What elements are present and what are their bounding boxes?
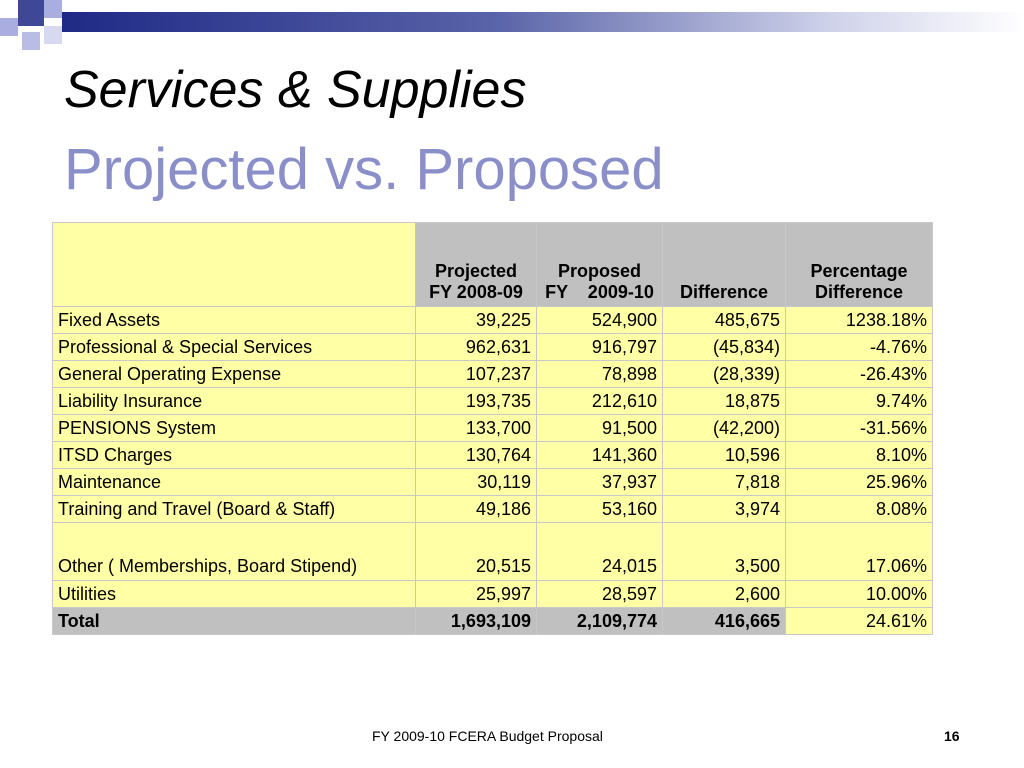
budget-table: Projected FY 2008-09 Proposed FY 2009-10… xyxy=(52,222,933,635)
row-value: 25.96% xyxy=(785,468,933,496)
row-value: 17.06% xyxy=(785,522,933,581)
row-value: 8.08% xyxy=(785,495,933,523)
table-row: PENSIONS System 133,700 91,500 (42,200) -31.… xyxy=(52,414,933,442)
table-row: Fixed Assets 39,225 524,900 485,675 1238.18% xyxy=(52,306,933,334)
decor-square xyxy=(44,0,62,18)
row-value: -4.76% xyxy=(785,333,933,361)
row-value: 10,596 xyxy=(662,441,786,469)
header-difference: Difference xyxy=(662,222,786,307)
decor-square xyxy=(18,0,44,26)
row-value: 1238.18% xyxy=(785,306,933,334)
row-value: 30,119 xyxy=(415,468,537,496)
row-value: 916,797 xyxy=(536,333,663,361)
row-label: Utilities xyxy=(52,580,416,608)
header-blank xyxy=(52,222,416,307)
row-label: Training and Travel (Board & Staff) xyxy=(52,495,416,523)
row-value: 20,515 xyxy=(415,522,537,581)
top-gradient-bar xyxy=(62,12,1024,32)
row-value: 130,764 xyxy=(415,441,537,469)
row-value: 107,237 xyxy=(415,360,537,388)
row-value: 18,875 xyxy=(662,387,786,415)
total-percentage: 24.61% xyxy=(785,607,933,635)
row-value: -31.56% xyxy=(785,414,933,442)
table-row: ITSD Charges 130,764 141,360 10,596 8.10% xyxy=(52,441,933,469)
table-row: Maintenance 30,119 37,937 7,818 25.96% xyxy=(52,468,933,496)
row-value: 3,500 xyxy=(662,522,786,581)
row-value: (28,339) xyxy=(662,360,786,388)
row-value: (42,200) xyxy=(662,414,786,442)
decor-square xyxy=(44,26,62,44)
row-value: 37,937 xyxy=(536,468,663,496)
table-row: Liability Insurance 193,735 212,610 18,875 9… xyxy=(52,387,933,415)
decor-square xyxy=(22,32,40,50)
row-value: 962,631 xyxy=(415,333,537,361)
slide-title: Services & Supplies xyxy=(64,61,527,119)
row-value: 7,818 xyxy=(662,468,786,496)
header-proposed: Proposed FY 2009-10 xyxy=(536,222,663,307)
row-value: 524,900 xyxy=(536,306,663,334)
row-value: 8.10% xyxy=(785,441,933,469)
row-label: Maintenance xyxy=(52,468,416,496)
row-label: PENSIONS System xyxy=(52,414,416,442)
row-value: 141,360 xyxy=(536,441,663,469)
row-value: 78,898 xyxy=(536,360,663,388)
row-value: 39,225 xyxy=(415,306,537,334)
row-value: 2,600 xyxy=(662,580,786,608)
table-row: Training and Travel (Board & Staff) 49,18… xyxy=(52,495,933,523)
total-difference: 416,665 xyxy=(662,607,786,635)
total-row: Total 1,693,109 2,109,774 416,665 24.61% xyxy=(52,607,933,635)
row-value: 9.74% xyxy=(785,387,933,415)
row-value: 193,735 xyxy=(415,387,537,415)
row-value: (45,834) xyxy=(662,333,786,361)
table-row: Other ( Memberships, Board Stipend) 20,51… xyxy=(52,522,933,581)
table-body: Fixed Assets 39,225 524,900 485,675 1238.18%… xyxy=(52,306,933,608)
row-value: 24,015 xyxy=(536,522,663,581)
row-value: 133,700 xyxy=(415,414,537,442)
page-number: 16 xyxy=(944,728,960,744)
row-value: 485,675 xyxy=(662,306,786,334)
row-value: 28,597 xyxy=(536,580,663,608)
row-value: 3,974 xyxy=(662,495,786,523)
header-projected: Projected FY 2008-09 xyxy=(415,222,537,307)
total-label: Total xyxy=(52,607,416,635)
row-value: 25,997 xyxy=(415,580,537,608)
row-value: 212,610 xyxy=(536,387,663,415)
row-label: Fixed Assets xyxy=(52,306,416,334)
table-row: Utilities 25,997 28,597 2,600 10.00% xyxy=(52,580,933,608)
footer-text: FY 2009-10 FCERA Budget Proposal xyxy=(372,728,603,744)
total-projected: 1,693,109 xyxy=(415,607,537,635)
total-proposed: 2,109,774 xyxy=(536,607,663,635)
row-value: -26.43% xyxy=(785,360,933,388)
header-percentage-difference: Percentage Difference xyxy=(785,222,933,307)
row-value: 49,186 xyxy=(415,495,537,523)
row-value: 10.00% xyxy=(785,580,933,608)
row-label: Liability Insurance xyxy=(52,387,416,415)
decor-square xyxy=(0,18,18,36)
row-value: 53,160 xyxy=(536,495,663,523)
slide-subtitle: Projected vs. Proposed xyxy=(64,137,664,202)
row-value: 91,500 xyxy=(536,414,663,442)
row-label: Professional & Special Services xyxy=(52,333,416,361)
row-label: ITSD Charges xyxy=(52,441,416,469)
table-row: Professional & Special Services 962,631 91… xyxy=(52,333,933,361)
table-row: General Operating Expense 107,237 78,898 (2… xyxy=(52,360,933,388)
row-label: Other ( Memberships, Board Stipend) xyxy=(52,522,416,581)
row-label: General Operating Expense xyxy=(52,360,416,388)
table-header-row: Projected FY 2008-09 Proposed FY 2009-10… xyxy=(52,222,933,307)
